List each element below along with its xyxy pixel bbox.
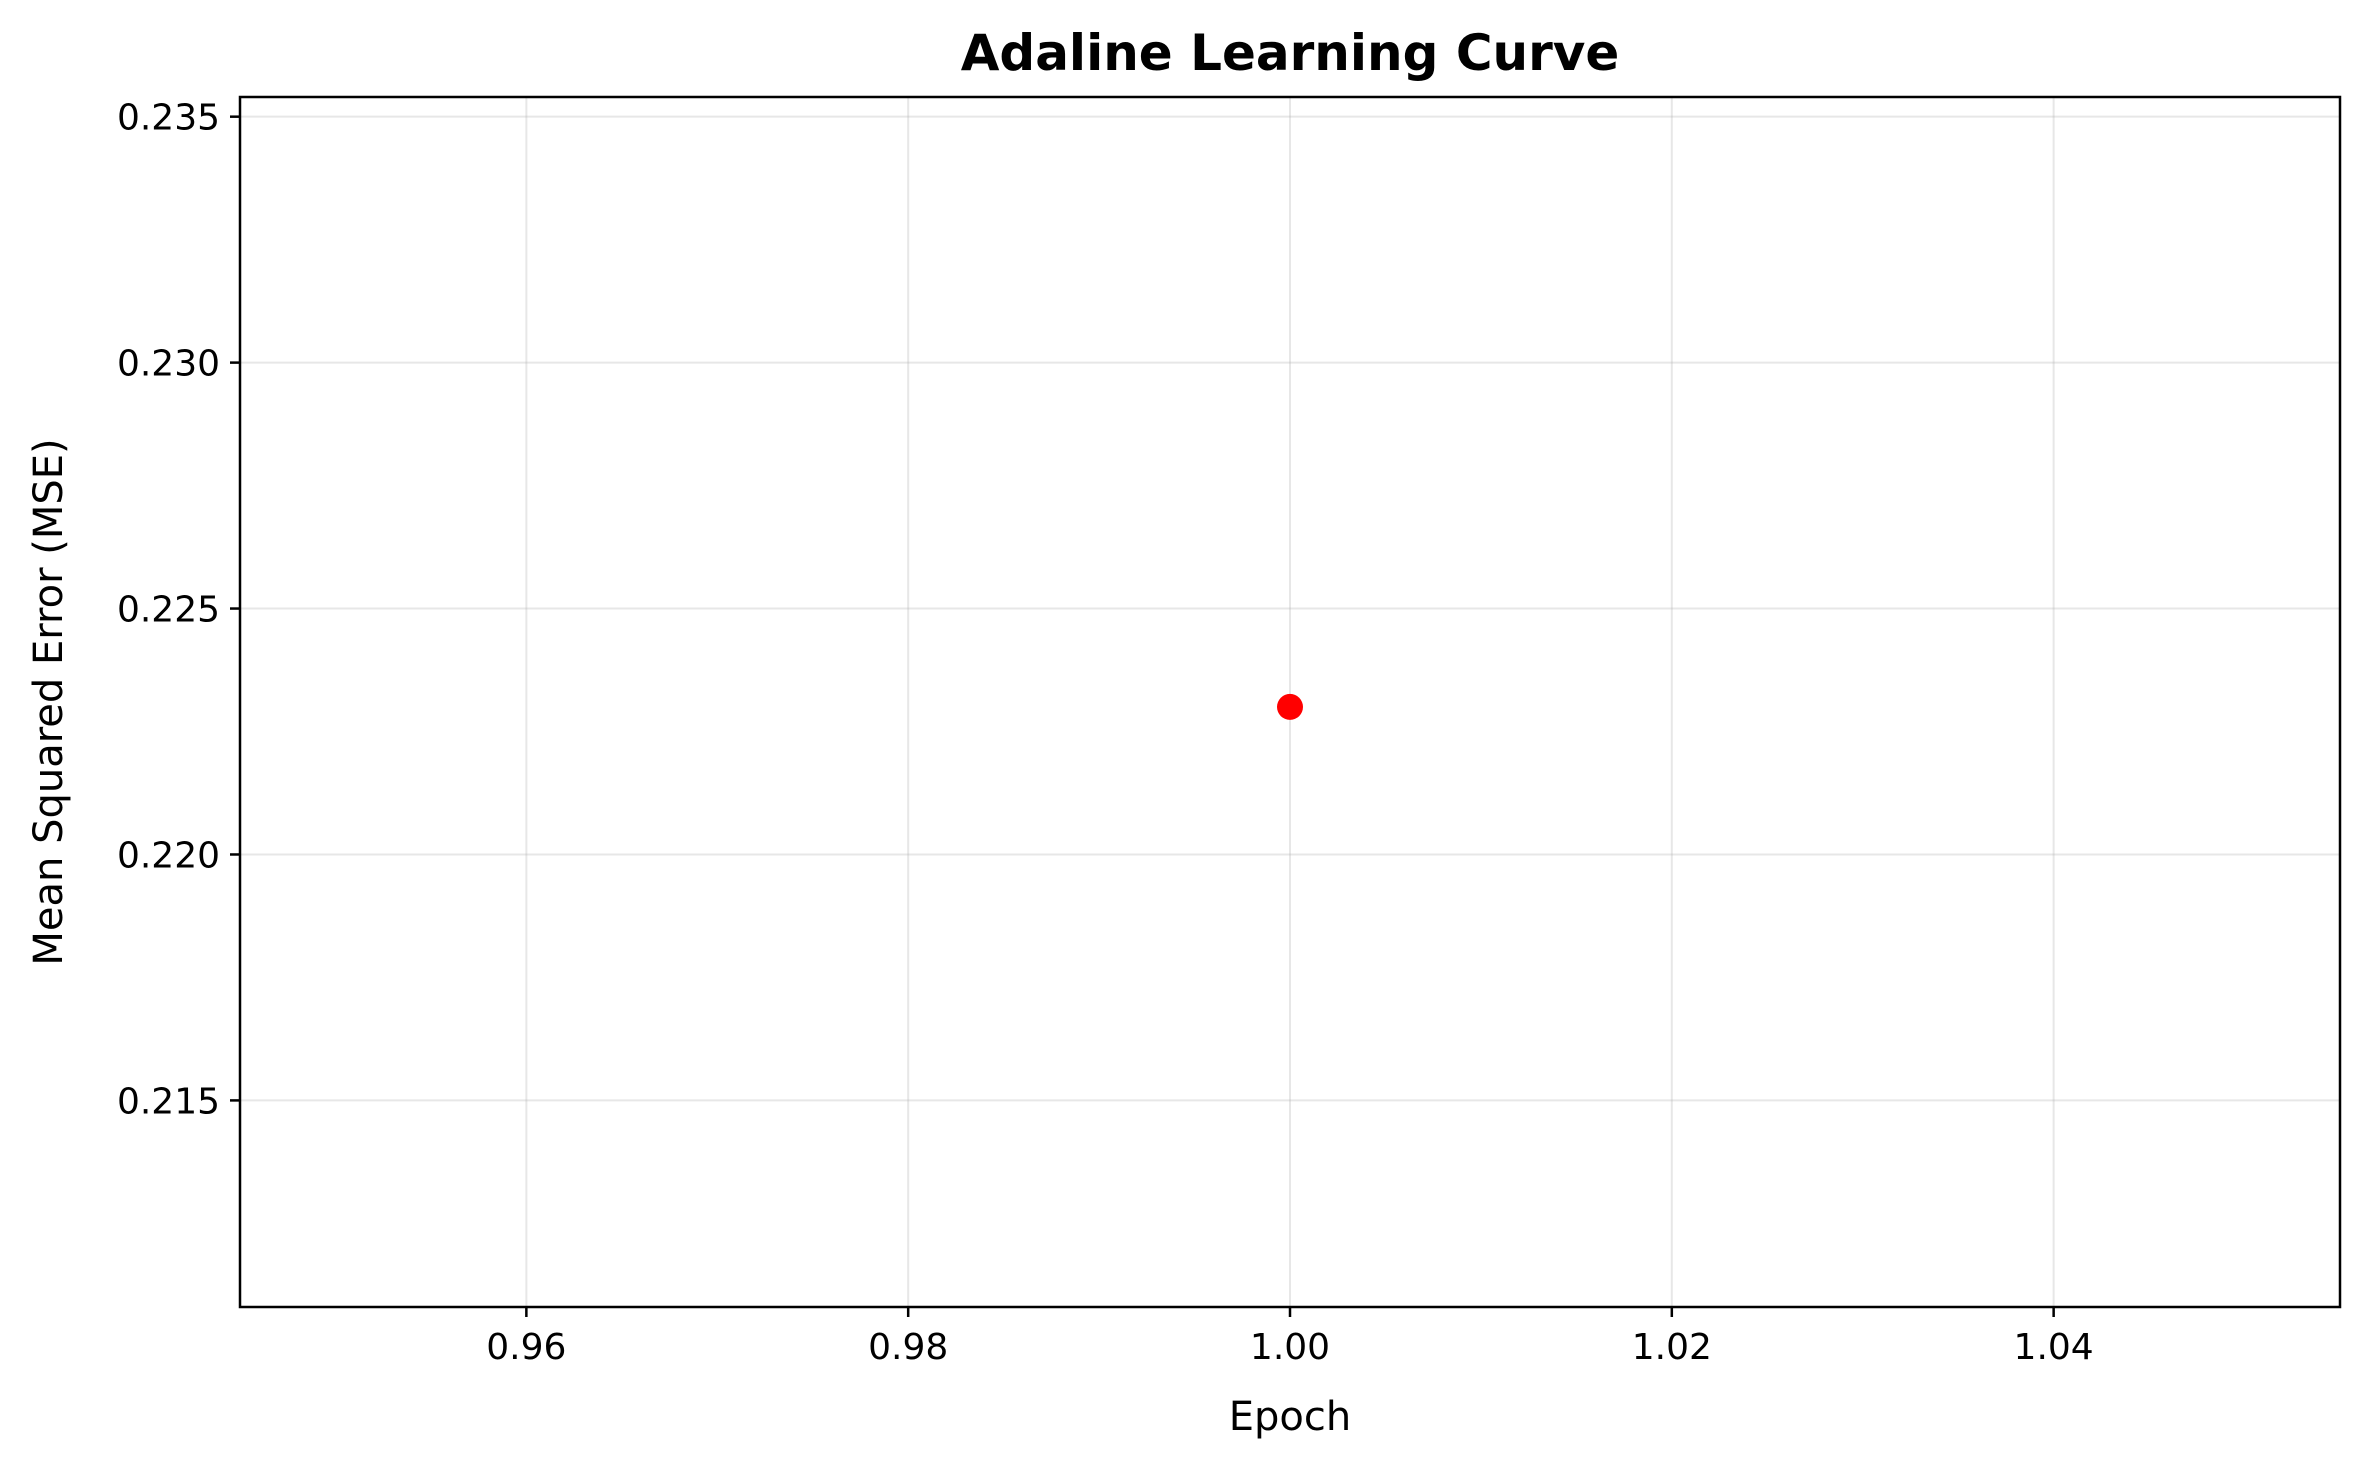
data-point: [1277, 693, 1303, 720]
y-tick-label: 0.230: [117, 344, 220, 385]
x-tick-label: 1.02: [1632, 1327, 1712, 1368]
x-axis-ticks: 0.96 0.98 1.00 1.02 1.04: [486, 1307, 2094, 1368]
chart-title: Adaline Learning Curve: [961, 24, 1620, 82]
y-axis-ticks: 0.215 0.220 0.225 0.230 0.235: [117, 98, 240, 1122]
y-tick-label: 0.215: [117, 1081, 220, 1122]
y-axis-label: Mean Squared Error (MSE): [26, 438, 72, 965]
x-tick-label: 1.00: [1250, 1327, 1330, 1368]
y-tick-label: 0.235: [117, 98, 220, 139]
x-tick-label: 0.96: [486, 1327, 566, 1368]
y-tick-label: 0.225: [117, 590, 220, 631]
y-tick-label: 0.220: [117, 835, 220, 876]
grid-lines: [240, 97, 2340, 1307]
x-tick-label: 0.98: [868, 1327, 948, 1368]
x-axis-label: Epoch: [1229, 1394, 1351, 1440]
data-series: [1277, 693, 1303, 720]
x-tick-label: 1.04: [2014, 1327, 2094, 1368]
